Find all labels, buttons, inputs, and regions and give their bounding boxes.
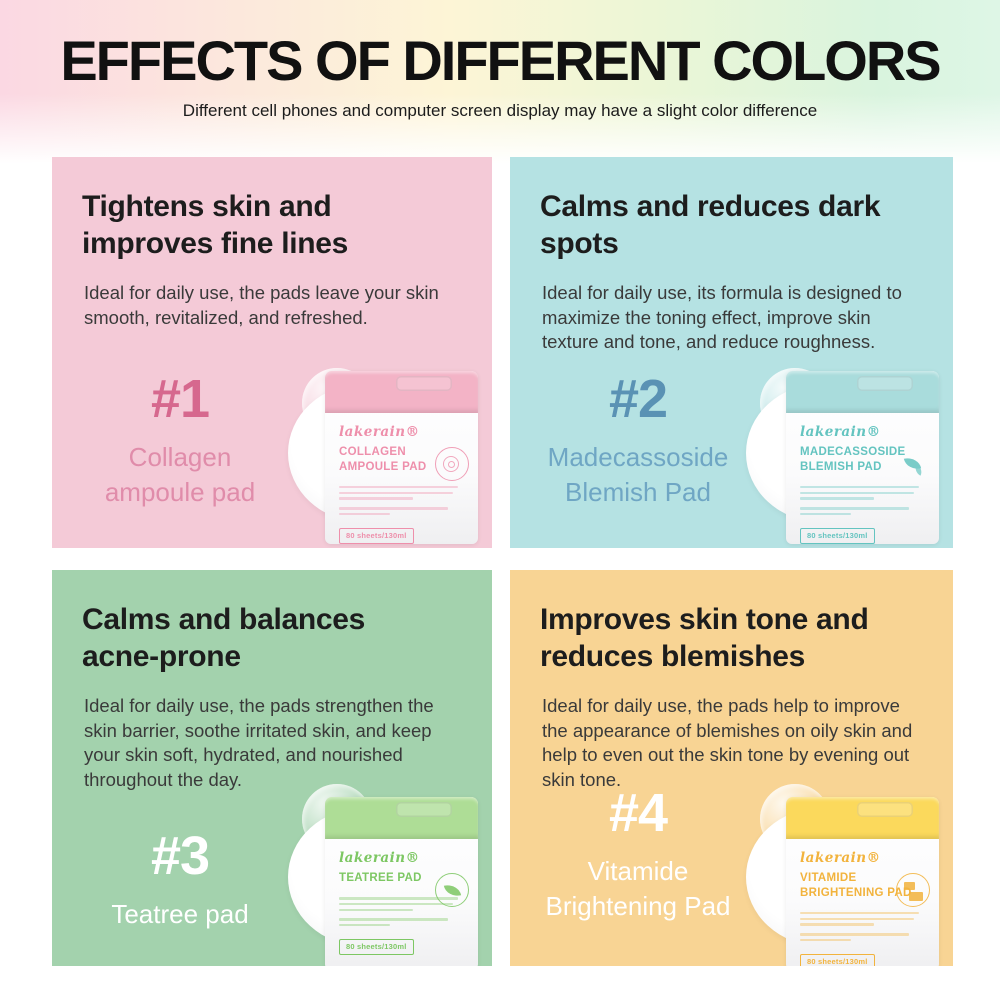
jar-lid-tab: [396, 376, 452, 391]
jar-size-badge: 80 sheets/130ml: [339, 527, 414, 544]
jar-product-name: MADECASSOSIDE BLEMISH PAD: [800, 446, 906, 473]
panel-heading: Calms and balances acne-prone: [82, 603, 366, 673]
jar-size-badge: 80 sheets/130ml: [339, 938, 414, 955]
product-jar-image: lakerain® MADECASSOSIDE BLEMISH PAD 80 s…: [786, 371, 939, 544]
centella-leaves-icon: [896, 447, 930, 481]
jar-size-badge: 80 sheets/130ml: [800, 527, 875, 544]
header-gradient-background: [0, 0, 1000, 170]
jar-product-name: TEATREE PAD: [339, 872, 422, 884]
jar-fine-print: [339, 896, 466, 927]
panel-vitamide: Improves skin tone and reduces blemishes…: [510, 570, 953, 966]
product-number: #3: [150, 825, 210, 886]
page-title: EFFECTS OF DIFFERENT COLORS: [60, 29, 941, 92]
product-number: #2: [608, 368, 668, 429]
jar-lid: [786, 371, 939, 413]
jar-lid-tab: [857, 802, 913, 817]
jar-lid: [325, 797, 478, 839]
panel-description: Ideal for daily use, the pads help to im…: [542, 695, 913, 790]
panel-teatree: Calms and balances acne-prone Ideal for …: [52, 570, 492, 966]
jar-product-name: VITAMIDE BRIGHTENING PAD: [800, 872, 912, 899]
product-name-label: Collagen ampoule pad: [104, 441, 256, 507]
jar-label: lakerain® VITAMIDE BRIGHTENING PAD 80 sh…: [786, 839, 939, 966]
jar-lid: [325, 371, 478, 413]
panel-heading: Calms and reduces dark spots: [540, 190, 881, 260]
jar-lid-tab: [857, 376, 913, 391]
brand-logo: lakerain®: [339, 424, 420, 440]
product-label-block: #3 Teatree pad: [60, 825, 300, 932]
page-subtitle: Different cell phones and computer scree…: [182, 101, 818, 120]
panel-collagen: Tightens skin and improves fine lines Id…: [52, 157, 492, 548]
product-label-block: #1 Collagen ampoule pad: [60, 368, 300, 510]
jar-lid: [786, 797, 939, 839]
panel-heading: Improves skin tone and reduces blemishes: [540, 603, 869, 673]
brand-logo: lakerain®: [800, 424, 881, 440]
panel-description: Ideal for daily use, the pads strengthen…: [84, 695, 434, 790]
jar-fine-print: [800, 911, 927, 942]
jar-fine-print: [800, 485, 927, 516]
teatree-leaf-icon: [435, 873, 469, 907]
panel-description: Ideal for daily use, its formula is desi…: [542, 282, 902, 353]
panel-madecassoside: Calms and reduces dark spots Ideal for d…: [510, 157, 953, 548]
collagen-molecule-icon: [435, 447, 469, 481]
product-jar-image: lakerain® COLLAGEN AMPOULE PAD 80 sheets…: [325, 371, 478, 544]
product-name-label: Vitamide Brightening Pad: [545, 855, 731, 921]
jar-label: lakerain® COLLAGEN AMPOULE PAD 80 sheets…: [325, 413, 478, 544]
brand-logo: lakerain®: [800, 850, 881, 866]
product-name-label: Madecassoside Blemish Pad: [547, 441, 729, 507]
jar-product-name: COLLAGEN AMPOULE PAD: [339, 446, 427, 473]
product-label-block: #2 Madecassoside Blemish Pad: [518, 368, 758, 510]
product-label-block: #4 Vitamide Brightening Pad: [518, 782, 758, 924]
product-number: #4: [608, 782, 668, 843]
product-name-label: Teatree pad: [111, 898, 249, 929]
panel-heading: Tightens skin and improves fine lines: [82, 190, 349, 260]
jar-lid-tab: [396, 802, 452, 817]
panel-description: Ideal for daily use, the pads leave your…: [84, 282, 439, 328]
jar-label: lakerain® MADECASSOSIDE BLEMISH PAD 80 s…: [786, 413, 939, 544]
jar-fine-print: [339, 485, 466, 516]
vitamin-blocks-icon: [896, 873, 930, 907]
product-number: #1: [150, 368, 210, 429]
jar-size-badge: 80 sheets/130ml: [800, 953, 875, 966]
product-jar-image: lakerain® VITAMIDE BRIGHTENING PAD 80 sh…: [786, 797, 939, 966]
product-jar-image: lakerain® TEATREE PAD 80 sheets/130ml: [325, 797, 478, 966]
jar-label: lakerain® TEATREE PAD 80 sheets/130ml: [325, 839, 478, 955]
brand-logo: lakerain®: [339, 850, 420, 866]
